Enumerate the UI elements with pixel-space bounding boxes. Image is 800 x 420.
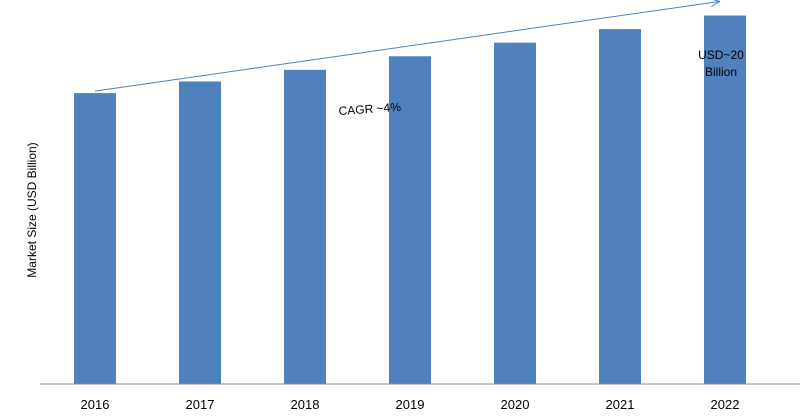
x-tick-label-2018: 2018 bbox=[291, 397, 320, 412]
x-tick-labels: 2016 2017 2018 2019 2020 2021 2022 bbox=[81, 397, 740, 412]
bar-2017 bbox=[179, 81, 221, 385]
bar-2019 bbox=[389, 56, 431, 384]
x-tick-label-2016: 2016 bbox=[81, 397, 110, 412]
bar-2021 bbox=[599, 29, 641, 384]
x-tick-label-2017: 2017 bbox=[186, 397, 215, 412]
end-value-annotation-line2: Billion bbox=[705, 65, 737, 79]
bar-2018 bbox=[284, 69, 326, 385]
end-value-annotation-line1: USD~20 bbox=[698, 48, 744, 62]
bar-2020 bbox=[494, 42, 536, 385]
cagr-annotation: CAGR ~4% bbox=[338, 100, 402, 118]
x-tick-label-2019: 2019 bbox=[396, 397, 425, 412]
y-axis-label: Market Size (USD Billion) bbox=[25, 142, 39, 277]
x-tick-label-2022: 2022 bbox=[711, 397, 740, 412]
cagr-trend-arrow bbox=[94, 2, 719, 92]
bar-2016 bbox=[74, 93, 116, 384]
bar-2022 bbox=[704, 15, 746, 385]
bars-group bbox=[74, 15, 746, 385]
x-tick-label-2021: 2021 bbox=[606, 397, 635, 412]
x-tick-label-2020: 2020 bbox=[501, 397, 530, 412]
